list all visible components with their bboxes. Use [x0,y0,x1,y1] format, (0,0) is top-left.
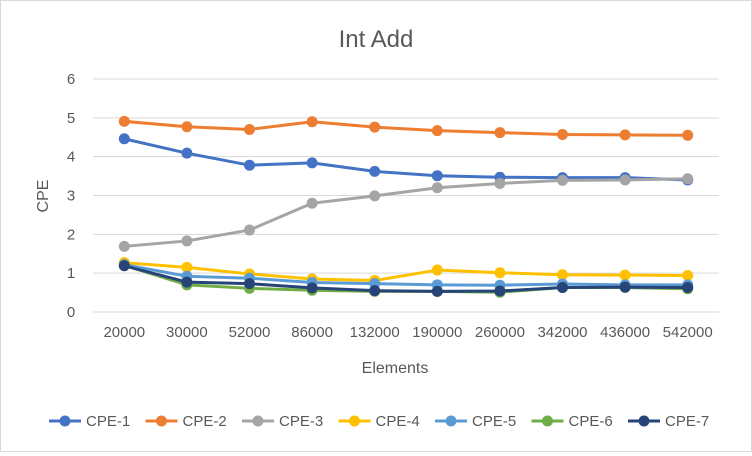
data-point [494,127,506,139]
x-tick-label: 542000 [663,324,713,341]
data-point [118,260,130,272]
data-point [306,157,318,169]
data-point [494,285,506,297]
x-tick-label: 190000 [412,324,462,341]
series-line [124,261,688,283]
series-cpe-2 [118,115,694,141]
chart-title: Int Add [339,26,414,53]
x-axis-title: Elements [362,360,429,377]
data-point [369,121,381,133]
x-tick-label: 30000 [166,324,208,341]
series-cpe-1 [118,133,694,186]
y-tick-label: 6 [67,71,75,88]
data-point [369,285,381,297]
x-axis-ticks: 20000 30000 52000 86000 132000 190000 260000 34… [103,324,712,341]
x-tick-label: 20000 [103,324,145,341]
series-group [118,115,694,298]
data-point [494,177,506,189]
series-line [123,137,688,182]
series-line [123,264,688,293]
series-line [124,119,688,137]
legend-item: CPE-1 [49,413,130,430]
data-point [557,269,568,281]
y-tick-label: 5 [67,110,75,127]
legend-marker [542,415,553,427]
data-point [494,267,506,279]
legend-item: CPE-5 [435,413,516,430]
legend-label: CPE-2 [183,413,227,430]
legend-item: CPE-6 [531,413,613,430]
legend-item: CPE-2 [145,413,227,430]
data-point [118,133,130,145]
y-tick-label: 2 [67,226,75,243]
data-point [306,197,318,209]
legend-marker [638,415,650,427]
legend-item: CPE-7 [628,413,709,430]
data-point [682,269,694,281]
series-cpe-3 [118,173,694,252]
series-cpe-7 [118,260,694,297]
data-point [244,224,255,236]
legend: CPE-1 CPE-2 CPE-3 CPE-4 CPE-5 CPE-6 CPE-7 [49,413,709,430]
y-tick-label: 4 [67,149,75,166]
data-point [118,240,130,252]
data-point [557,282,568,294]
legend-label: CPE-4 [376,413,420,430]
x-tick-label: 132000 [350,324,400,341]
legend-label: CPE-5 [472,413,516,430]
legend-marker [59,415,71,427]
data-point [619,269,631,281]
data-point [244,123,255,135]
series-line [124,263,688,287]
data-point [181,276,193,288]
legend-marker [349,415,360,427]
legend-marker [252,415,264,427]
data-point [682,282,694,294]
x-tick-label: 342000 [537,324,587,341]
data-point [306,116,318,128]
data-point [181,261,193,273]
x-tick-label: 260000 [475,324,525,341]
legend-label: CPE-1 [86,413,130,430]
data-point [431,170,443,182]
x-tick-label: 436000 [600,324,650,341]
data-point [369,165,381,177]
legend-marker [156,415,167,427]
data-point [619,174,631,186]
data-point [557,174,568,186]
data-point [306,282,318,294]
data-point [682,173,694,185]
data-point [181,121,193,133]
series-line [124,177,688,248]
data-point [682,129,694,141]
data-point [244,278,255,290]
data-point [118,115,130,127]
legend-label: CPE-6 [569,413,613,430]
x-tick-label: 52000 [229,324,271,341]
y-axis-title: CPE [35,180,52,213]
y-tick-label: 1 [67,265,75,282]
data-point [181,235,193,247]
data-point [431,125,443,137]
legend-label: CPE-7 [665,413,709,430]
legend-item: CPE-3 [242,413,323,430]
y-tick-label: 3 [67,188,75,205]
legend-label: CPE-3 [279,413,323,430]
data-point [557,129,568,141]
legend-item: CPE-4 [338,413,420,430]
legend-marker [445,415,457,427]
data-point [244,159,255,171]
data-point [369,190,381,202]
data-point [619,129,631,141]
data-point [431,264,443,276]
y-tick-label: 0 [67,304,75,321]
data-point [181,147,193,159]
data-point [619,281,631,293]
y-axis-ticks: 0 1 2 3 4 5 6 [67,71,75,321]
x-tick-label: 86000 [291,324,333,341]
data-point [431,285,443,297]
data-point [431,182,443,194]
